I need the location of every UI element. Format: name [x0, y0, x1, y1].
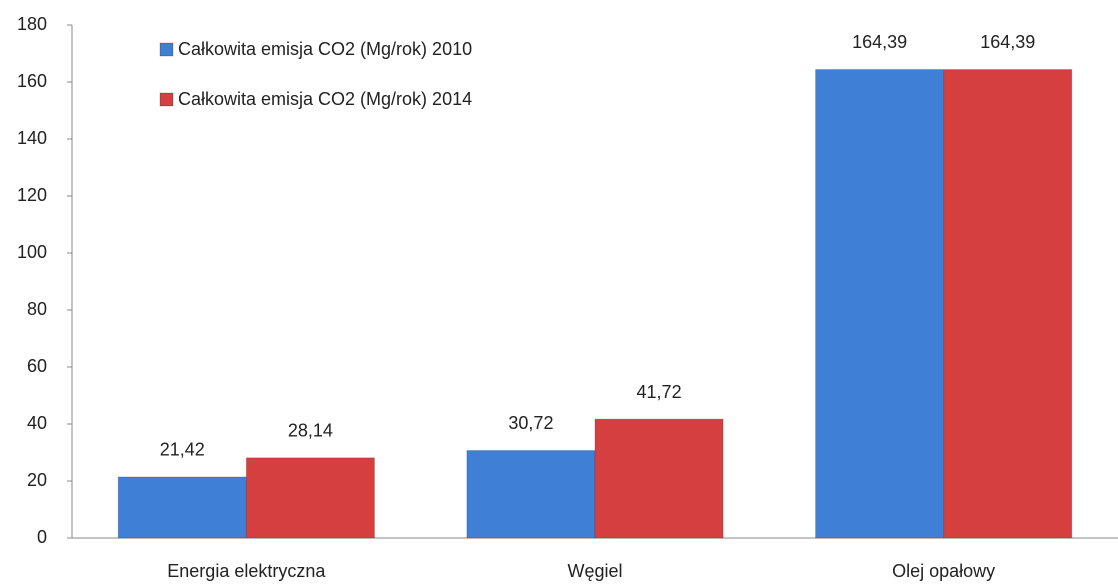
bar: [117, 476, 247, 539]
bar: [594, 418, 724, 539]
y-tick-label: 80: [27, 299, 47, 319]
value-label: 28,14: [288, 421, 333, 441]
y-tick-label: 140: [17, 128, 47, 148]
y-tick-label: 0: [37, 527, 47, 547]
y-tick-label: 20: [27, 470, 47, 490]
value-label: 41,72: [637, 382, 682, 402]
legend-label: Całkowita emisja CO2 (Mg/rok) 2010: [178, 39, 472, 59]
legend-swatch: [159, 42, 174, 57]
x-tick-label: Energia elektryczna: [167, 561, 326, 581]
x-tick-label: Węgiel: [567, 561, 622, 581]
value-label: 164,39: [980, 32, 1035, 52]
x-tick-label: Olej opałowy: [892, 561, 995, 581]
y-tick-label: 100: [17, 242, 47, 262]
legend-swatch: [159, 92, 174, 107]
y-tick-label: 180: [17, 14, 47, 34]
value-label: 30,72: [508, 413, 553, 433]
bar: [815, 68, 945, 539]
value-label: 164,39: [852, 32, 907, 52]
y-tick-label: 60: [27, 356, 47, 376]
y-tick-label: 120: [17, 185, 47, 205]
bar: [466, 449, 596, 539]
bar: [943, 68, 1073, 539]
bar: [245, 457, 375, 539]
y-tick-label: 160: [17, 71, 47, 91]
legend-label: Całkowita emisja CO2 (Mg/rok) 2014: [178, 89, 472, 109]
y-tick-label: 40: [27, 413, 47, 433]
value-label: 21,42: [160, 440, 205, 460]
